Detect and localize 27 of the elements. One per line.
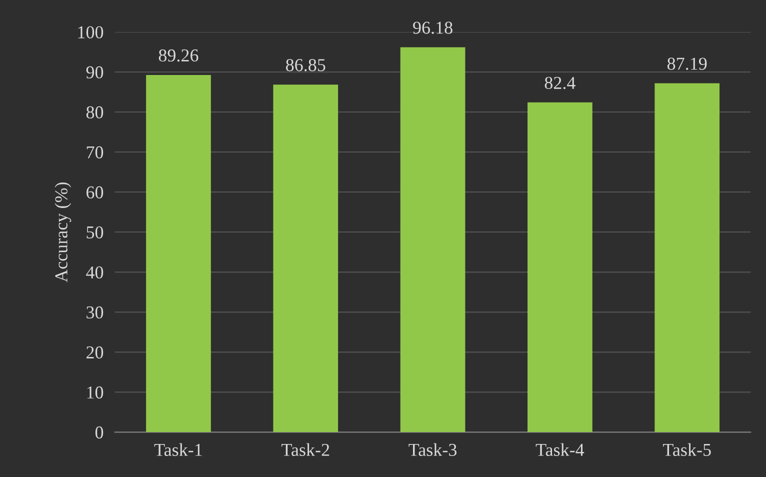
bar (273, 84, 338, 432)
y-tick-label: 30 (86, 306, 104, 319)
bar (654, 83, 720, 432)
y-tick-label: 70 (86, 146, 104, 158)
y-tick-label: 80 (86, 106, 104, 118)
bar (146, 74, 211, 432)
x-tick-label: Task-5 (662, 443, 711, 456)
data-label: 89.26 (158, 49, 198, 62)
x-tick-label: Task-3 (408, 443, 457, 456)
y-tick-label: 40 (86, 266, 104, 279)
data-label: 96.18 (413, 22, 452, 34)
y-tick-label: 20 (86, 346, 104, 359)
y-axis-title: Accuracy (%) (54, 182, 72, 282)
x-tick-label: Task-4 (536, 443, 584, 456)
y-tick-label: 0 (95, 426, 104, 439)
data-label: 86.85 (286, 59, 326, 72)
x-tick-label: Task-2 (282, 443, 330, 456)
y-tick-label: 60 (86, 186, 104, 198)
bar (528, 102, 592, 432)
y-tick-label: 50 (86, 226, 104, 239)
data-label: 87.19 (667, 58, 707, 70)
data-label: 82.4 (544, 76, 576, 90)
x-tick-label: Task-1 (154, 443, 202, 456)
y-tick-label: 90 (86, 66, 104, 78)
y-tick-label: 100 (78, 26, 104, 38)
bar (400, 47, 466, 432)
y-tick-label: 10 (87, 386, 104, 399)
